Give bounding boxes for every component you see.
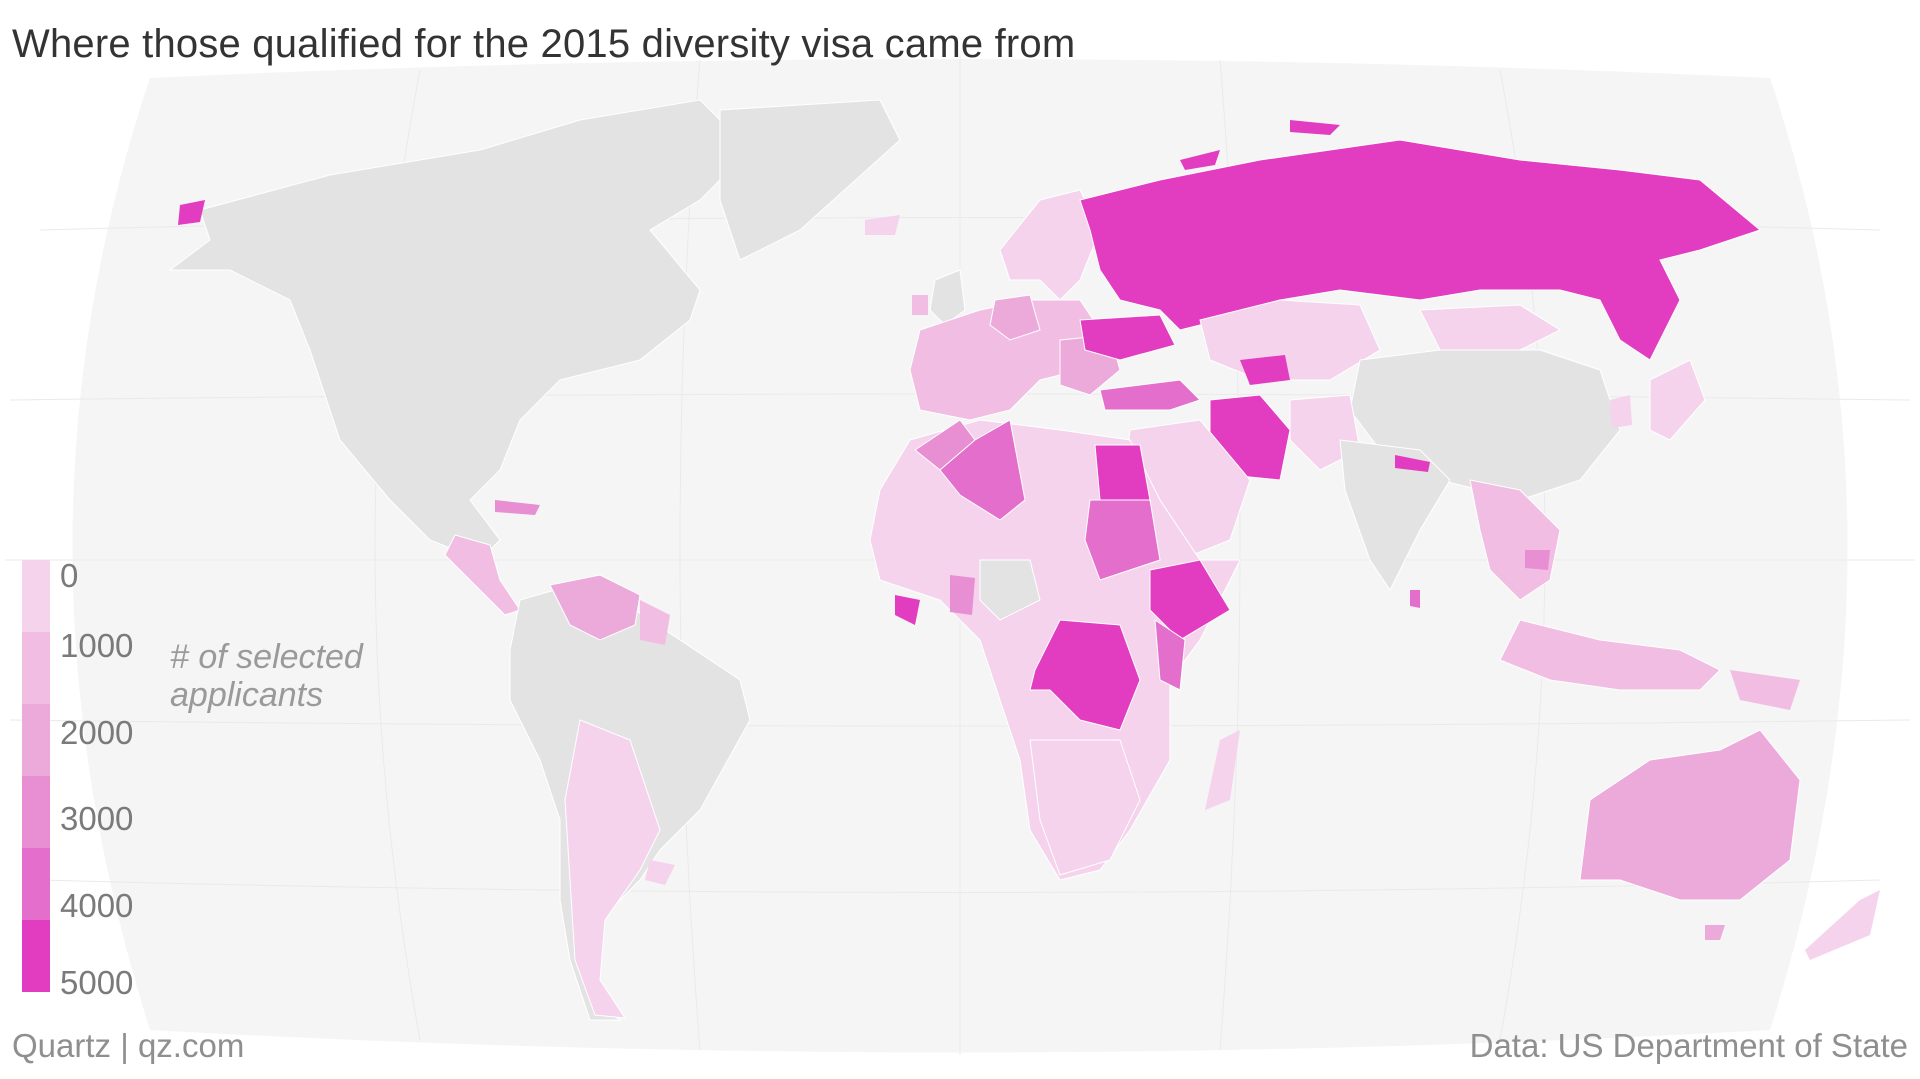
land-scandinavia [999, 189, 1101, 301]
land-cuba [495, 500, 540, 515]
land-japan [1649, 359, 1706, 441]
legend-swatch [22, 632, 50, 704]
land-venezuela [549, 574, 641, 641]
land-korea [1610, 395, 1632, 428]
land-algeria [939, 419, 1026, 521]
land-liberia-sierra-leone [895, 595, 920, 625]
legend-swatch [22, 560, 50, 632]
land-uk [929, 269, 966, 326]
source-credit: Quartz | qz.com [12, 1027, 245, 1064]
land-sri-lanka [1410, 590, 1420, 608]
land-ireland [912, 295, 928, 315]
data-source: Data: US Department of State [1469, 1027, 1908, 1064]
land-ukraine [1079, 314, 1176, 361]
land-southeast-asia [1469, 479, 1561, 601]
land-png [1730, 670, 1800, 710]
legend-swatch [22, 848, 50, 920]
legend-swatch [22, 776, 50, 848]
land-kenya [1154, 619, 1186, 691]
land-greenland [719, 99, 901, 261]
land-nepal [1395, 455, 1430, 472]
land-india [1339, 439, 1451, 591]
land-nigeria [979, 559, 1041, 621]
land-new-zealand [1805, 890, 1880, 960]
legend-title: # of selected applicants [170, 638, 363, 714]
land-alaska-bit [178, 200, 205, 225]
land-central-america [444, 534, 521, 616]
land-north-america [168, 99, 751, 561]
legend-swatch [22, 704, 50, 776]
land-australia [1579, 729, 1801, 901]
legend-swatch [22, 920, 50, 992]
land-southern-cone [564, 719, 661, 1019]
legend-tick-label: 2000 [60, 714, 134, 751]
legend-tick-label: 1000 [60, 627, 134, 664]
land-ethiopia [1149, 559, 1231, 641]
land-tasmania [1705, 925, 1725, 940]
land-germany [989, 294, 1041, 341]
land-sudan [1084, 499, 1161, 581]
legend-tick-label: 4000 [60, 887, 134, 924]
land-turkey [1099, 379, 1201, 411]
land-drc [1029, 619, 1141, 731]
land-guianas [640, 600, 670, 645]
chart-title: Where those qualified for the 2015 diver… [12, 22, 1076, 66]
land-russia [1079, 139, 1762, 361]
land-southern-africa [1029, 739, 1141, 876]
legend-tick-label: 3000 [60, 800, 134, 837]
land-caucasus [1240, 355, 1290, 385]
land-arctic-islands [1180, 120, 1340, 170]
legend-tick-label: 5000 [60, 964, 134, 1001]
land-iceland [865, 215, 900, 235]
land-madagascar [1205, 730, 1240, 810]
land-egypt [1094, 444, 1151, 501]
land-cambodia [1525, 550, 1550, 570]
land-indonesia [1499, 619, 1721, 691]
land-mongolia [1419, 304, 1562, 351]
legend-tick-label: 0 [60, 557, 79, 594]
legend-color-scale [22, 560, 50, 992]
land-uruguay [645, 860, 675, 885]
land-ghana-togo [950, 575, 975, 615]
